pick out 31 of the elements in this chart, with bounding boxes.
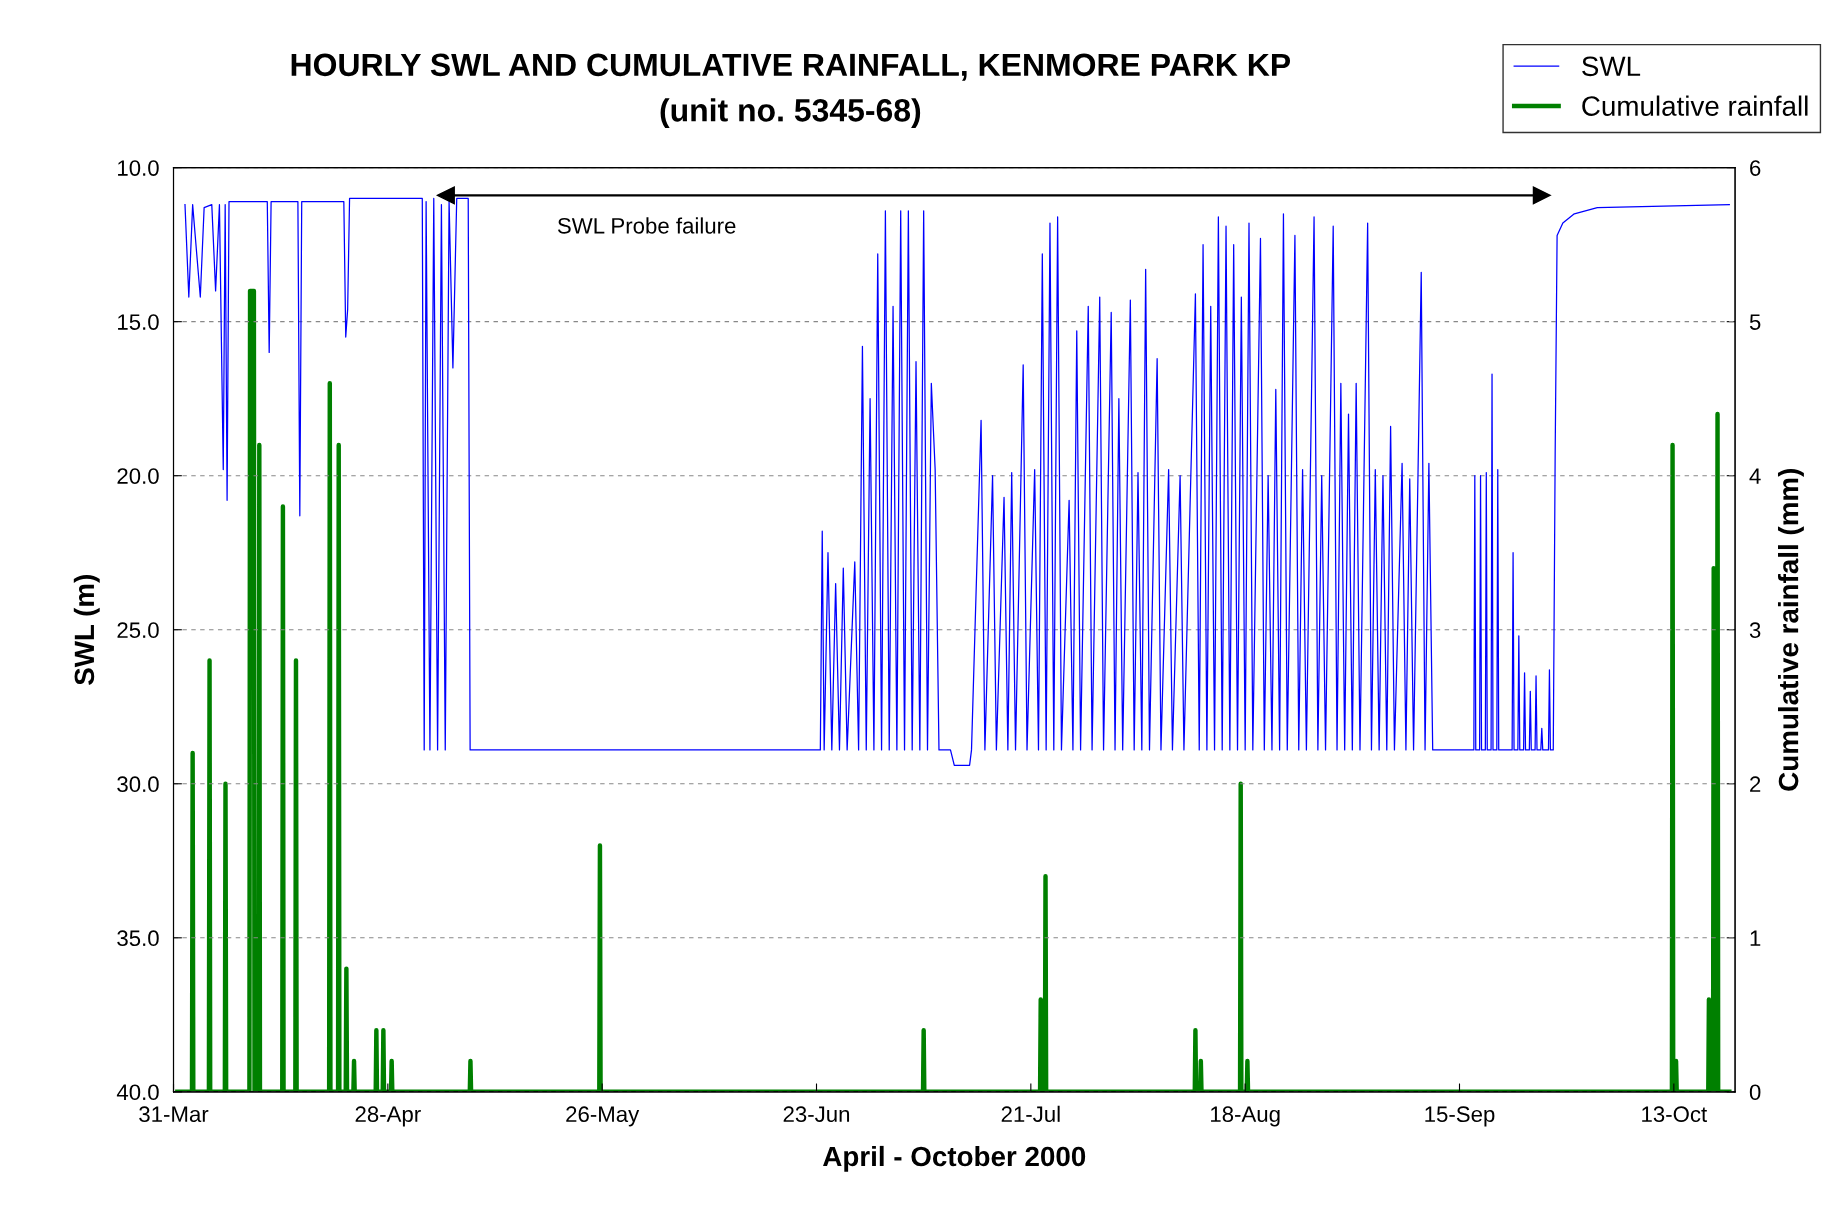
y-tick-label: 25.0 [117,622,159,639]
legend-label: SWL [1582,56,1641,77]
annotation: SWL Probe failure [557,217,736,234]
y2-tick-label: 6 [1750,160,1761,176]
y2-tick-label: 0 [1749,1084,1761,1101]
x-axis-title: April - October 2000 [823,1145,1086,1172]
x-tick-label: 21-Jul [1001,1105,1060,1123]
x-tick-label: 15-Sep [1425,1106,1495,1127]
line-series [175,288,1732,1092]
x-tick-label: 28-Apr [355,1106,421,1127]
x-tick-label: 23-Jun [783,1106,850,1123]
y2-tick-label: 3 [1749,622,1761,639]
y-tick-label: 35.0 [117,930,159,947]
y-tick-label: 10.0 [118,160,159,176]
y2-tick-label: 5 [1749,314,1761,330]
y-axis-title: SWL (m) [73,575,100,686]
y-tick-label: 20.0 [117,468,159,484]
chart-title: HOURLY SWL AND CUMULATIVE RAINFALL, KENMORE PARK KP [291,53,1291,81]
y-tick-label: 30.0 [117,776,159,793]
x-tick-label: 13-Oct [1642,1106,1708,1123]
x-tick-label: 31-Mar [139,1106,209,1123]
legend-label: Cumulative rainfall [1582,95,1808,116]
x-tick-label: 18-Aug [1211,1106,1280,1127]
chart-subtitle: (unit no. 5345-68) [660,98,921,128]
y-tick-label: 40.0 [116,1084,159,1101]
x-tick-label: 26-May [566,1106,640,1127]
y2-tick-label: 4 [1749,468,1761,484]
y2-tick-label: 2 [1750,776,1761,792]
y2-axis-title: Cumulative rainfall (mm) [1777,469,1804,791]
y2-tick-label: 1 [1750,930,1761,946]
y-tick-label: 15.0 [118,314,159,330]
